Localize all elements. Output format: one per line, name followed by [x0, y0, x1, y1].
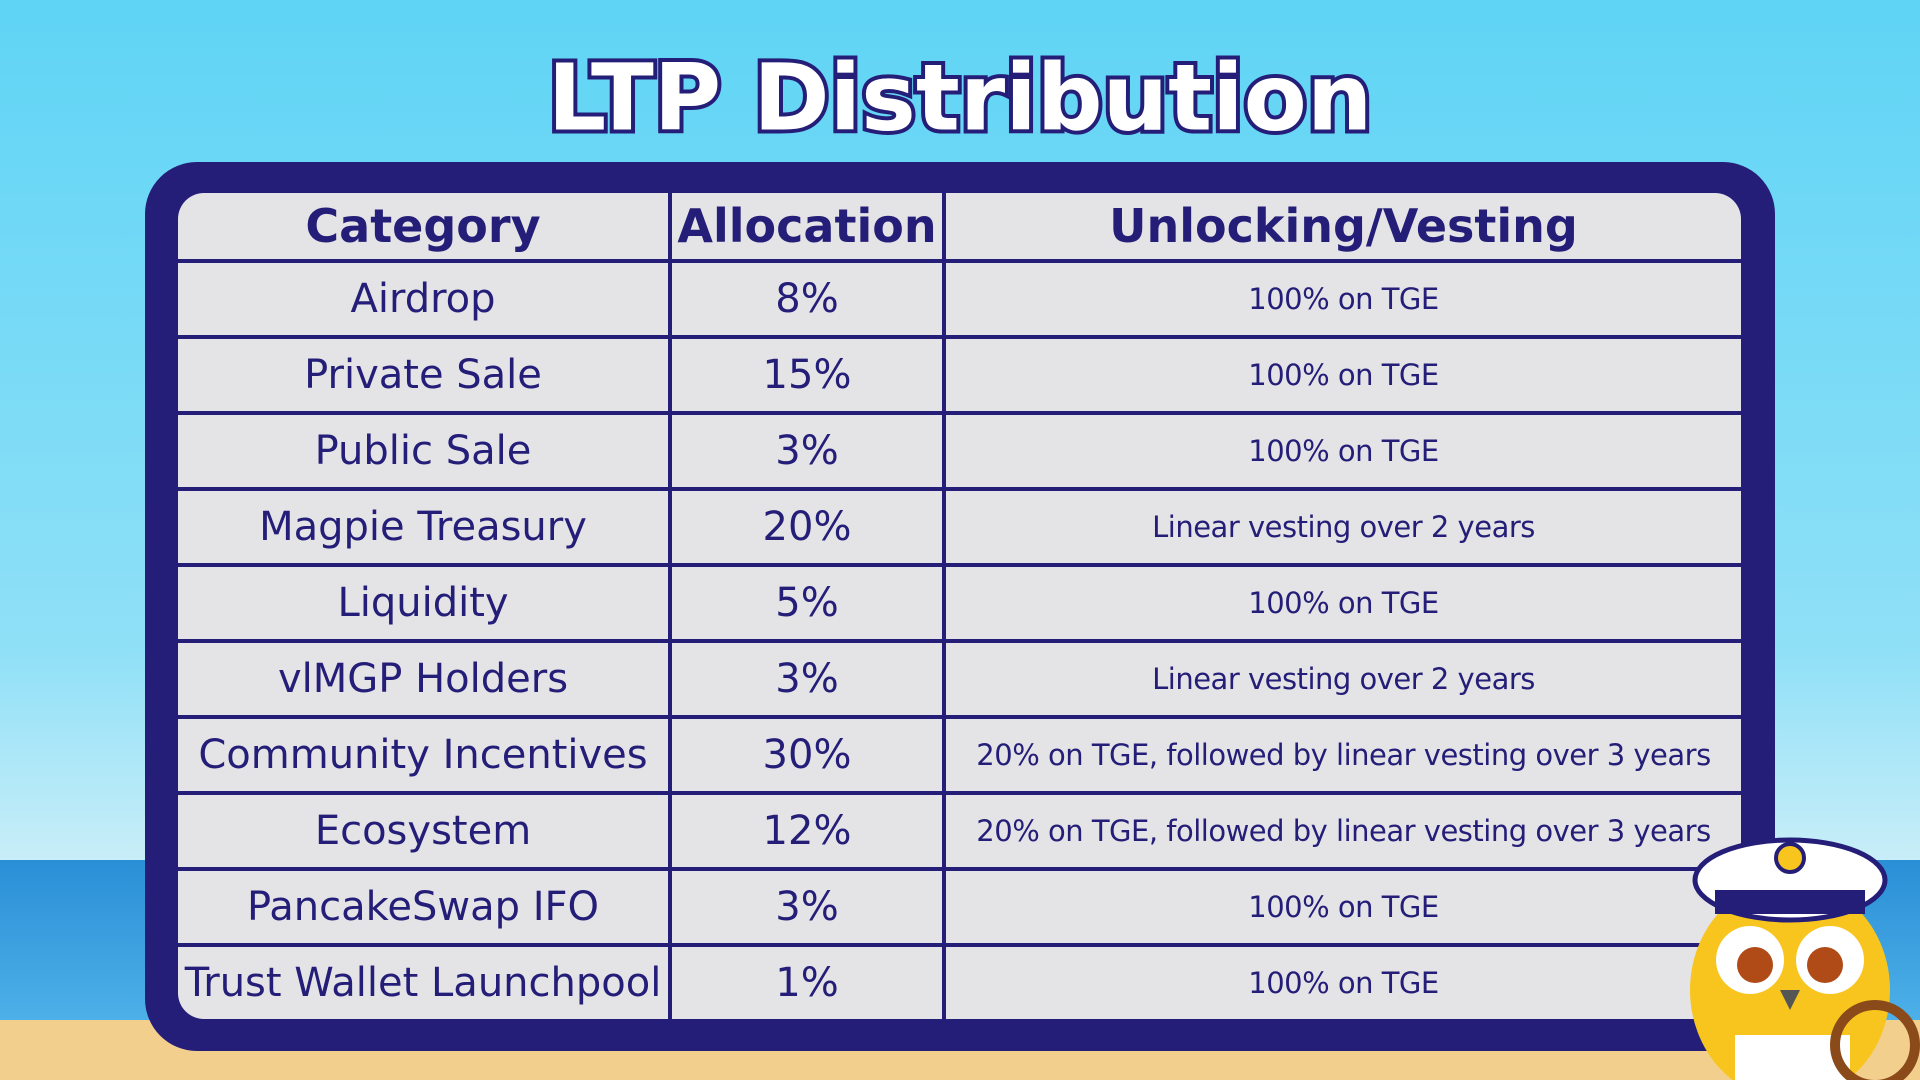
- table-row: Liquidity 5% 100% on TGE: [178, 563, 1741, 643]
- mascot-wheel: [1830, 1000, 1920, 1080]
- table-cell: 100% on TGE: [942, 563, 1741, 643]
- table-cell: Linear vesting over 2 years: [942, 487, 1741, 567]
- table-cell: Airdrop: [178, 259, 672, 339]
- table-row: vlMGP Holders 3% Linear vesting over 2 yea…: [178, 639, 1741, 719]
- distribution-table: Category Allocation Unlocking/Vesting Aird…: [178, 193, 1741, 1019]
- table-cell: Community Incentives: [178, 715, 672, 795]
- table-cell: 100% on TGE: [942, 335, 1741, 415]
- title-area: LTP Distribution: [544, 40, 1377, 150]
- table-row: Community Incentives 30% 20% on TGE, follo…: [178, 715, 1741, 795]
- header-row: Category Allocation Unlocking/Vesting: [178, 193, 1741, 263]
- table-cell: 100% on TGE: [942, 259, 1741, 339]
- table-cell: Liquidity: [178, 563, 672, 643]
- table-cell: Public Sale: [178, 411, 672, 491]
- table-cell: 8%: [668, 259, 946, 339]
- table-cell: 5%: [668, 563, 946, 643]
- mascot-pupil: [1807, 947, 1843, 983]
- table-cell: 100% on TGE: [942, 411, 1741, 491]
- mascot: [1690, 837, 1920, 1080]
- table-cell: PancakeSwap IFO: [178, 867, 672, 947]
- table-row: Airdrop 8% 100% on TGE: [178, 259, 1741, 339]
- table-row: Public Sale 3% 100% on TGE: [178, 411, 1741, 491]
- page-title: LTP Distribution: [548, 44, 1373, 150]
- column-header: Unlocking/Vesting: [942, 193, 1741, 263]
- mascot-pupil: [1737, 947, 1773, 983]
- table-cell: Ecosystem: [178, 791, 672, 871]
- table-cell: 30%: [668, 715, 946, 795]
- table-cell: 15%: [668, 335, 946, 415]
- table-cell: 100% on TGE: [942, 943, 1741, 1019]
- table-cell: vlMGP Holders: [178, 639, 672, 719]
- table-cell: 20%: [668, 487, 946, 567]
- column-header: Category: [178, 193, 672, 263]
- table-cell: 3%: [668, 867, 946, 947]
- table-cell: 3%: [668, 411, 946, 491]
- mascot-cap-band: [1715, 890, 1865, 914]
- table-cell: Linear vesting over 2 years: [942, 639, 1741, 719]
- table-row: PancakeSwap IFO 3% 100% on TGE: [178, 867, 1741, 947]
- table-row: Magpie Treasury 20% Linear vesting over 2 …: [178, 487, 1741, 567]
- table-cell: 12%: [668, 791, 946, 871]
- table-row: Private Sale 15% 100% on TGE: [178, 335, 1741, 415]
- table-cell: Magpie Treasury: [178, 487, 672, 567]
- table-cell: 100% on TGE: [942, 867, 1741, 947]
- mascot-beak: [1780, 990, 1800, 1010]
- table-cell: 1%: [668, 943, 946, 1019]
- table-cell: 20% on TGE, followed by linear vesting o…: [942, 715, 1741, 795]
- table-row: Trust Wallet Launchpool 1% 100% on TGE: [178, 943, 1741, 1019]
- table-cell: Trust Wallet Launchpool: [178, 943, 672, 1019]
- mascot-badge: [1774, 842, 1806, 874]
- table-cell: 3%: [668, 639, 946, 719]
- table-cell: 20% on TGE, followed by linear vesting o…: [942, 791, 1741, 871]
- table-cell: Private Sale: [178, 335, 672, 415]
- table-row: Ecosystem 12% 20% on TGE, followed by line…: [178, 791, 1741, 871]
- column-header: Allocation: [668, 193, 946, 263]
